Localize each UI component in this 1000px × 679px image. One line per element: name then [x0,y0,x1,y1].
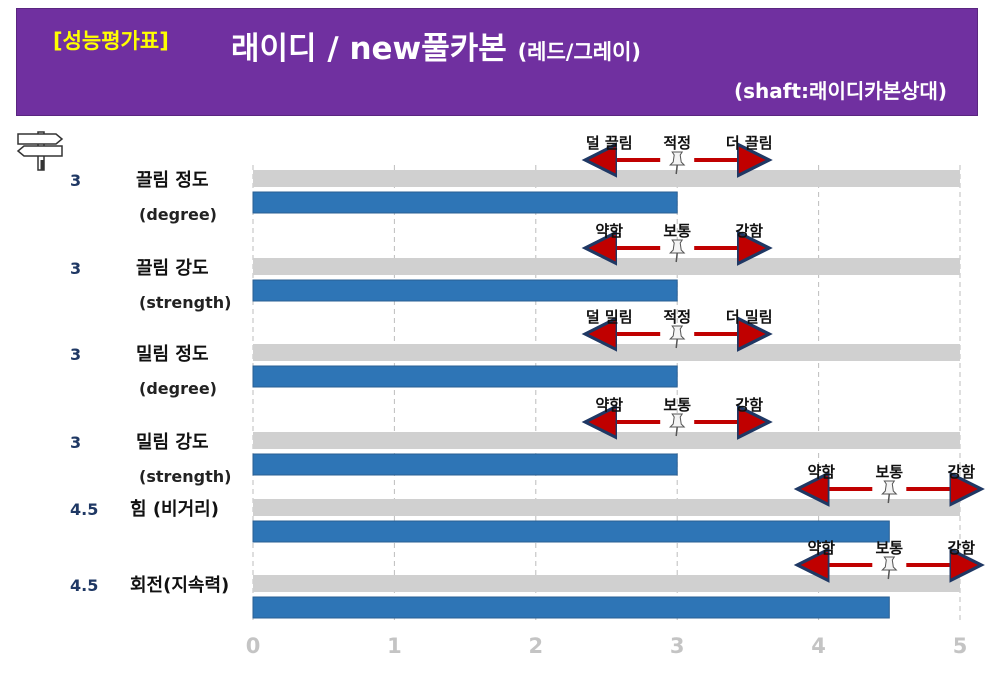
track-2 [253,344,960,361]
value-label-2: 3 [70,345,81,364]
track-5 [253,575,960,592]
scale-center-label-3: 보통 [663,396,691,414]
value-label-4: 4.5 [70,500,98,519]
pushpin-icon-3 [668,413,686,437]
pushpin-head-5 [881,556,898,571]
scale-right-label-2: 더 밀림 [726,308,773,326]
bar-1 [252,279,678,302]
category-label-0: 끌림 정도 [136,170,209,191]
value-label-5: 4.5 [70,576,98,595]
scale-right-label-3: 강함 [735,396,763,414]
scale-right-label-4: 강함 [947,463,975,481]
bar-5 [252,596,890,619]
product-name: 래이디 / new풀카본 [231,31,507,67]
pushpin-icon-5 [881,556,898,580]
evaluation-badge: [성능평가표] [53,29,169,53]
scale-left-label-5: 약함 [807,539,835,557]
pushpin-needle-5 [887,569,891,580]
scale-left-label-1: 약함 [595,222,623,240]
pushpin-head-3 [668,413,686,428]
scale-right-label-1: 강함 [735,222,763,240]
scale-center-label-1: 보통 [663,222,691,240]
scale-right-label-0: 더 끌림 [726,134,773,152]
pushpin-needle-2 [675,338,678,349]
category-sub-2: (degree) [139,379,217,398]
track-0 [253,170,960,187]
pushpin-needle-0 [675,164,678,175]
scale-center-label-0: 적정 [663,134,691,152]
scale-center-label-4: 보통 [875,463,903,481]
x-tick-2: 2 [528,634,543,658]
pushpin-needle-4 [887,493,891,504]
bar-4 [252,520,890,543]
category-label-2: 밀림 정도 [136,344,209,365]
header-banner: [성능평가표] 래이디 / new풀카본 (레드/그레이) (shaft:래이디… [16,8,978,116]
pushpin-needle-1 [675,252,678,263]
category-sub-0: (degree) [139,205,217,224]
scale-left-label-2: 덜 밀림 [586,308,633,326]
category-label-3: 밀림 강도 [136,432,209,453]
shaft-info: (shaft:래이디카본상대) [734,79,947,103]
pushpin-needle-3 [675,426,678,437]
bar-2 [252,365,678,388]
category-label-1: 끌림 강도 [136,258,209,279]
pushpin-icon-1 [668,239,686,263]
x-tick-1: 1 [387,634,402,658]
x-tick-5: 5 [953,634,968,658]
x-tick-0: 0 [246,634,261,658]
product-title: 래이디 / new풀카본 (레드/그레이) [231,23,641,68]
pushpin-icon-4 [881,480,898,504]
category-label-5: 회전(지속력) [130,575,229,596]
pushpin-icon-0 [668,151,686,175]
value-label-3: 3 [70,433,81,452]
pushpin-head-1 [668,239,686,254]
track-4 [253,499,960,516]
signpost-icon [16,131,64,171]
x-tick-3: 3 [670,634,685,658]
pushpin-head-2 [668,325,686,340]
category-label-4: 힘 (비거리) [130,499,219,520]
x-tick-4: 4 [811,634,826,658]
product-color: (레드/그레이) [517,40,642,64]
scale-left-label-0: 덜 끌림 [586,134,633,152]
value-label-0: 3 [70,171,81,190]
category-sub-3: (strength) [139,467,231,486]
pushpin-head-4 [881,480,898,495]
pushpin-icon-2 [668,325,686,349]
value-label-1: 3 [70,259,81,278]
category-sub-1: (strength) [139,293,231,312]
scale-right-label-5: 강함 [947,539,975,557]
bar-0 [252,191,678,214]
bar-3 [252,453,678,476]
scale-left-label-3: 약함 [595,396,623,414]
scale-left-label-4: 약함 [807,463,835,481]
scale-center-label-2: 적정 [663,308,691,326]
pushpin-head-0 [668,151,686,166]
scale-center-label-5: 보통 [875,539,903,557]
track-3 [253,432,960,449]
track-1 [253,258,960,275]
